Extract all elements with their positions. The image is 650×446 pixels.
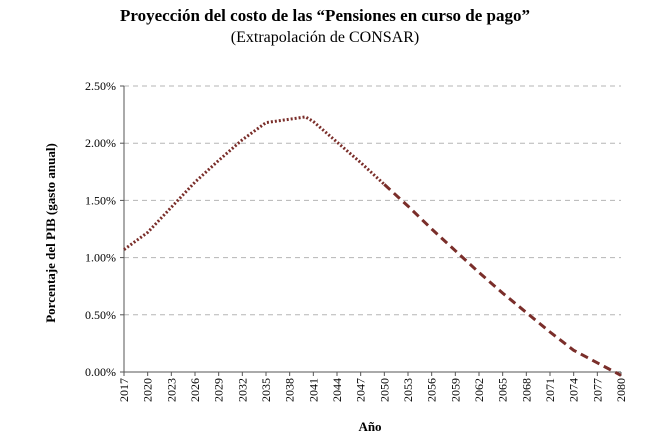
x-tick-label: 2020	[141, 378, 155, 402]
x-tick-label: 2071	[543, 378, 557, 402]
y-tick-label: 2.00%	[85, 136, 116, 150]
x-tick-label: 2068	[519, 378, 533, 402]
x-tick-label: 2062	[472, 378, 486, 402]
x-tick-label: 2041	[306, 378, 320, 402]
chart-title: Proyección del costo de las “Pensiones e…	[119, 6, 531, 25]
x-tick-label: 2023	[164, 378, 178, 402]
chart-subtitle: (Extrapolación de CONSAR)	[230, 29, 420, 46]
x-tick-label: 2053	[401, 378, 415, 402]
x-axis-label: Año	[358, 419, 381, 434]
x-tick-label: 2035	[259, 378, 273, 402]
y-tick-label: 0.00%	[85, 365, 116, 379]
y-tick-label: 2.50%	[85, 79, 116, 93]
x-tick-label: 2059	[448, 378, 462, 402]
y-axis-label: Porcentaje del PIB (gasto anual)	[43, 143, 58, 323]
series-lines	[123, 115, 622, 377]
x-tick-label: 2017	[117, 378, 131, 402]
x-tick-label: 2026	[188, 378, 202, 402]
x-tick-label: 2080	[614, 378, 628, 402]
series-line-dotted	[123, 115, 386, 251]
y-tick-label: 1.00%	[85, 251, 116, 265]
y-tick-label: 0.50%	[85, 308, 116, 322]
x-tick-label: 2074	[567, 378, 581, 402]
x-tick-labels: 2017 2020 2023 2026 2029 2032 2035 2038 2041 2044…	[117, 378, 628, 402]
x-tick-label: 2050	[377, 378, 391, 402]
series-line-dashed	[383, 183, 622, 377]
x-tick-label: 2029	[212, 378, 226, 402]
axes	[123, 86, 622, 376]
x-tick-label: 2032	[235, 378, 249, 402]
x-tick-label: 2065	[496, 378, 510, 402]
x-tick-label: 2038	[283, 378, 297, 402]
x-tick-label: 2044	[330, 378, 344, 402]
x-tick-label: 2077	[590, 378, 604, 402]
y-tick-labels: 0.00% 0.50% 1.00% 1.50% 2.00% 2.50%	[85, 79, 116, 379]
gridlines	[120, 85, 621, 373]
y-tick-label: 1.50%	[85, 193, 116, 207]
x-tick-label: 2047	[354, 378, 368, 402]
x-tick-label: 2056	[425, 378, 439, 402]
